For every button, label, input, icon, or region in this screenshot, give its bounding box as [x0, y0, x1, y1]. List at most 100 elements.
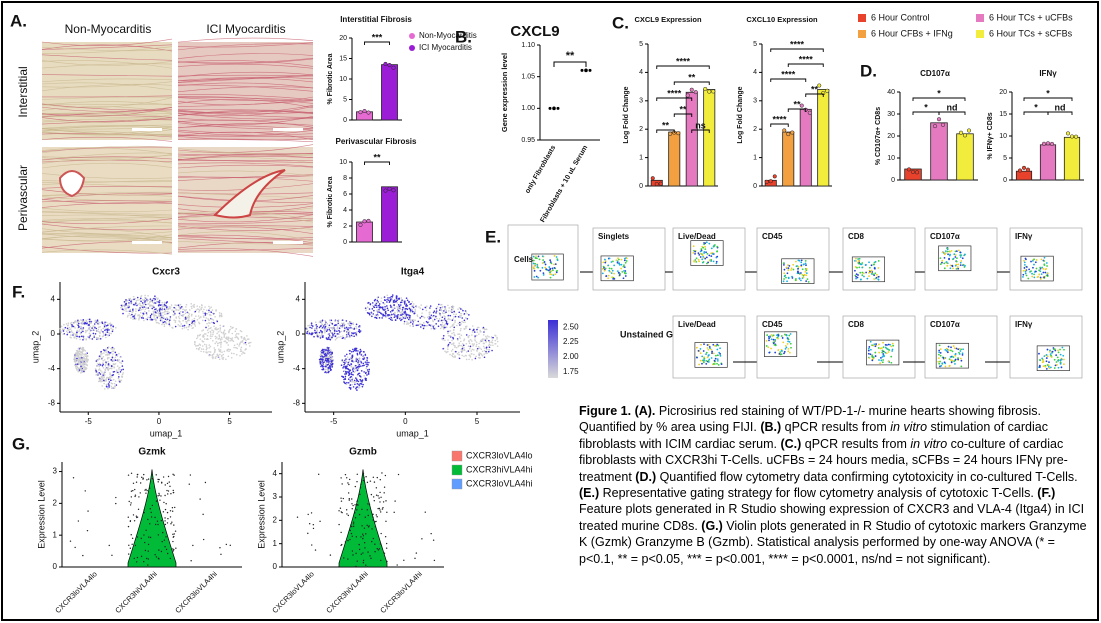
cell-dot — [128, 544, 130, 546]
cell-dot — [134, 494, 137, 496]
tissue-fiber — [41, 128, 173, 136]
cell-dot — [60, 325, 63, 328]
event-dot — [623, 270, 625, 272]
event-dot — [873, 278, 876, 280]
tissue-fiber — [177, 57, 314, 64]
cell-dot — [318, 321, 321, 323]
cell-dot — [161, 301, 164, 304]
x-tick-label: CXCR3loVLA4lo — [270, 569, 316, 615]
cell-dot — [470, 350, 473, 352]
cell-dot — [166, 522, 169, 524]
cell-dot — [469, 347, 471, 350]
event-dot — [1035, 270, 1037, 273]
event-dot — [542, 259, 545, 261]
cell-dot — [331, 322, 333, 325]
event-dot — [703, 250, 706, 253]
cell-dot — [406, 299, 409, 302]
cell-dot — [107, 363, 110, 365]
cell-dot — [403, 303, 406, 305]
cell-dot — [103, 359, 106, 361]
event-dot — [964, 264, 966, 267]
gate-label: CD45 — [762, 320, 783, 329]
event-dot — [602, 261, 605, 264]
cell-dot — [159, 319, 162, 322]
cell-dot — [457, 339, 459, 341]
cell-dot — [148, 303, 150, 305]
cell-dot — [229, 325, 232, 328]
cell-dot — [469, 338, 472, 341]
cell-dot — [105, 362, 108, 365]
replicate-dot — [654, 181, 659, 187]
event-dot — [790, 269, 792, 271]
cell-dot — [78, 369, 81, 371]
cell-dot — [187, 312, 190, 314]
cell-dot — [487, 344, 490, 347]
cell-dot — [189, 474, 192, 476]
cell-dot — [155, 556, 158, 558]
cell-dot — [445, 319, 447, 322]
cell-dot — [222, 332, 225, 335]
cell-dot — [329, 329, 332, 332]
cell-dot — [134, 495, 136, 498]
event-dot — [1027, 277, 1030, 280]
cell-dot — [89, 335, 91, 337]
cell-dot — [76, 363, 79, 365]
y-tick-label: 4 — [296, 294, 301, 303]
cell-dot — [103, 382, 105, 385]
cell-dot — [396, 564, 398, 566]
cell-dot — [175, 304, 178, 307]
event-dot — [771, 335, 774, 338]
cell-dot — [356, 374, 359, 377]
replicate-dot — [799, 103, 804, 108]
cell-dot — [107, 378, 110, 381]
event-dot — [867, 347, 870, 350]
replicate-dot — [936, 117, 942, 122]
event-dot — [884, 343, 887, 346]
cell-dot — [445, 309, 448, 312]
cell-dot — [162, 308, 164, 311]
cell-dot — [461, 346, 464, 348]
cell-dot — [319, 335, 322, 338]
cell-dot — [163, 539, 166, 541]
cell-dot — [66, 333, 69, 336]
cell-dot — [198, 309, 201, 312]
cell-dot — [82, 334, 85, 337]
cell-dot — [236, 343, 239, 345]
event-dot — [941, 362, 944, 365]
cell-dot — [361, 364, 364, 367]
cell-dot — [376, 296, 379, 299]
cell-dot — [77, 320, 80, 323]
replicate-dot — [387, 186, 392, 191]
cell-dot — [318, 331, 321, 334]
cell-dot — [127, 306, 130, 309]
event-dot — [1057, 349, 1059, 352]
cell-dot — [132, 514, 135, 516]
cell-dot — [364, 547, 366, 549]
cell-dot — [115, 384, 118, 386]
event-dot — [547, 269, 550, 272]
cell-dot — [352, 525, 355, 528]
cell-dot — [217, 355, 219, 358]
event-dot — [620, 258, 623, 261]
cell-dot — [101, 378, 104, 380]
cell-dot — [369, 303, 372, 305]
cell-dot — [103, 352, 105, 354]
cell-dot — [447, 315, 449, 318]
cell-dot — [325, 349, 327, 351]
cell-dot — [199, 316, 202, 318]
panel-label: B. — [455, 27, 472, 46]
event-dot — [549, 273, 552, 276]
cell-dot — [353, 379, 356, 382]
cell-dot — [161, 306, 164, 309]
cell-dot — [362, 533, 364, 535]
cell-dot — [198, 346, 201, 349]
cell-dot — [385, 500, 387, 502]
event-dot — [553, 263, 555, 266]
event-dot — [1025, 274, 1028, 277]
cell-dot — [481, 340, 484, 342]
cell-dot — [154, 311, 157, 314]
panel-label: C. — [612, 13, 629, 32]
event-dot — [857, 274, 859, 276]
replicate-dot — [958, 130, 964, 135]
cell-dot — [452, 328, 455, 331]
